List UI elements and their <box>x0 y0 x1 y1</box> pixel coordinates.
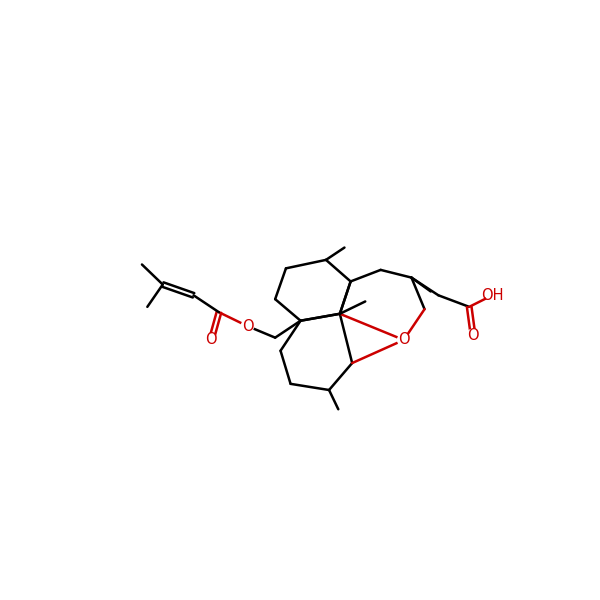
Text: O: O <box>242 319 253 334</box>
Text: O: O <box>467 328 479 343</box>
Circle shape <box>398 334 410 346</box>
Circle shape <box>241 320 254 332</box>
Circle shape <box>467 329 479 341</box>
Circle shape <box>486 289 499 301</box>
Text: OH: OH <box>481 288 503 303</box>
Text: O: O <box>398 332 410 347</box>
Text: O: O <box>205 332 217 347</box>
Circle shape <box>205 334 217 346</box>
